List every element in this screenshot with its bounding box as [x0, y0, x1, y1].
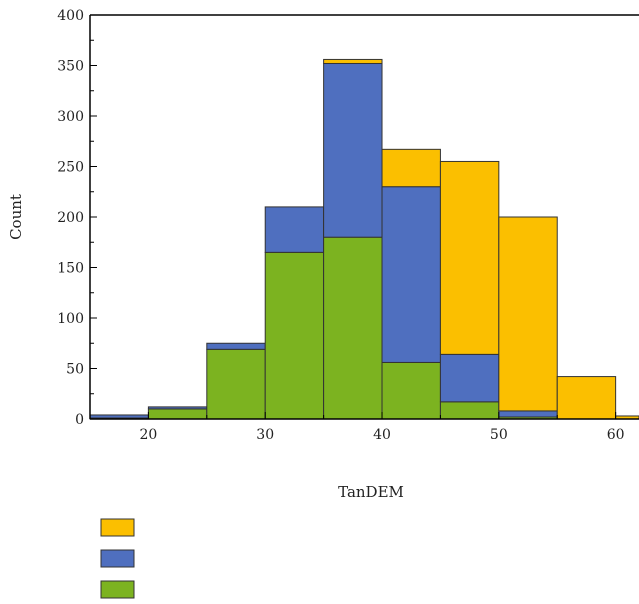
x-tick-label: 30 [256, 427, 274, 443]
y-axis-title: Count [7, 194, 25, 240]
bar-bin-35-series-2 [323, 62, 383, 238]
x-tick-label: 40 [373, 427, 391, 443]
bar-bin-30-series-1 [264, 251, 325, 420]
bar-bin-25-series-2 [206, 342, 266, 350]
x-ticks: 20 30 40 50 60 [89, 412, 625, 443]
bar-bin-25-series-1 [206, 348, 266, 420]
legend-swatch-2 [100, 549, 135, 568]
legend-swatch-3 [100, 580, 135, 599]
x-axis-title: TanDEM [338, 483, 404, 501]
bar-bin-45-series-2 [439, 353, 500, 403]
y-tick-label: 250 [57, 160, 84, 176]
y-tick-label: 100 [57, 311, 84, 327]
y-tick-label: 400 [57, 8, 84, 24]
bar-bin-35-series-3 [323, 58, 383, 64]
x-tick-label: 20 [139, 427, 157, 443]
bar-bin-20-series-1 [147, 408, 208, 420]
bar-bin-50-series-3 [498, 216, 558, 412]
bar-bin-50-series-2 [498, 410, 558, 418]
bar-bin-55-series-3 [556, 376, 617, 420]
x-tick-label: 60 [607, 427, 625, 443]
y-ticks: 0 50 100 150 200 250 300 350 400 [57, 8, 97, 428]
y-tick-label: 50 [66, 362, 84, 378]
bar-bin-40-series-3 [381, 148, 441, 188]
legend-swatch-1 [100, 518, 135, 537]
y-tick-label: 300 [57, 109, 84, 125]
y-tick-label: 200 [57, 210, 84, 226]
bar-bin-40-series-1 [381, 361, 441, 420]
bar-bin-35-series-1 [323, 236, 383, 420]
bar-bin-20-series-2 [147, 406, 208, 410]
y-tick-label: 0 [75, 412, 84, 428]
y-tick-label: 350 [57, 59, 84, 75]
bar-bin-15-series-2 [89, 414, 149, 419]
bar-bin-40-series-2 [381, 186, 441, 363]
bar-bin-45-series-1 [439, 401, 500, 420]
bars-layer [89, 58, 639, 420]
bar-bin-45-series-3 [439, 160, 500, 355]
legend [100, 518, 135, 599]
x-tick-label: 50 [490, 427, 508, 443]
bar-bin-30-series-2 [264, 206, 325, 253]
y-tick-label: 150 [57, 261, 84, 277]
